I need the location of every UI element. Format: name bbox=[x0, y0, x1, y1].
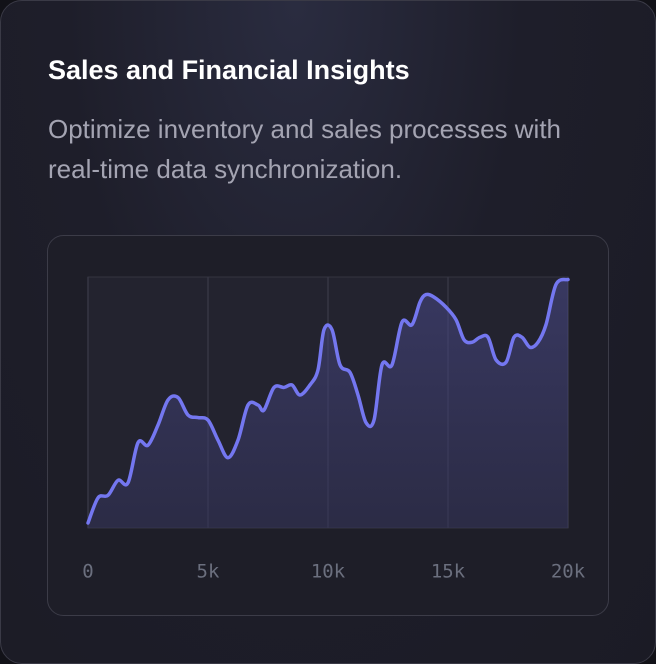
card-title: Sales and Financial Insights bbox=[48, 55, 410, 85]
x-tick-label: 20k bbox=[551, 561, 586, 583]
line bbox=[86, 277, 570, 525]
x-tick-label: 5k bbox=[197, 561, 220, 583]
line-area bbox=[88, 279, 568, 528]
x-tick-label: 0 bbox=[82, 561, 93, 583]
card-subtitle: Optimize inventory and sales processes w… bbox=[48, 114, 562, 184]
x-tick-label: 15k bbox=[431, 561, 466, 583]
x-tick-label: 10k bbox=[311, 561, 346, 583]
